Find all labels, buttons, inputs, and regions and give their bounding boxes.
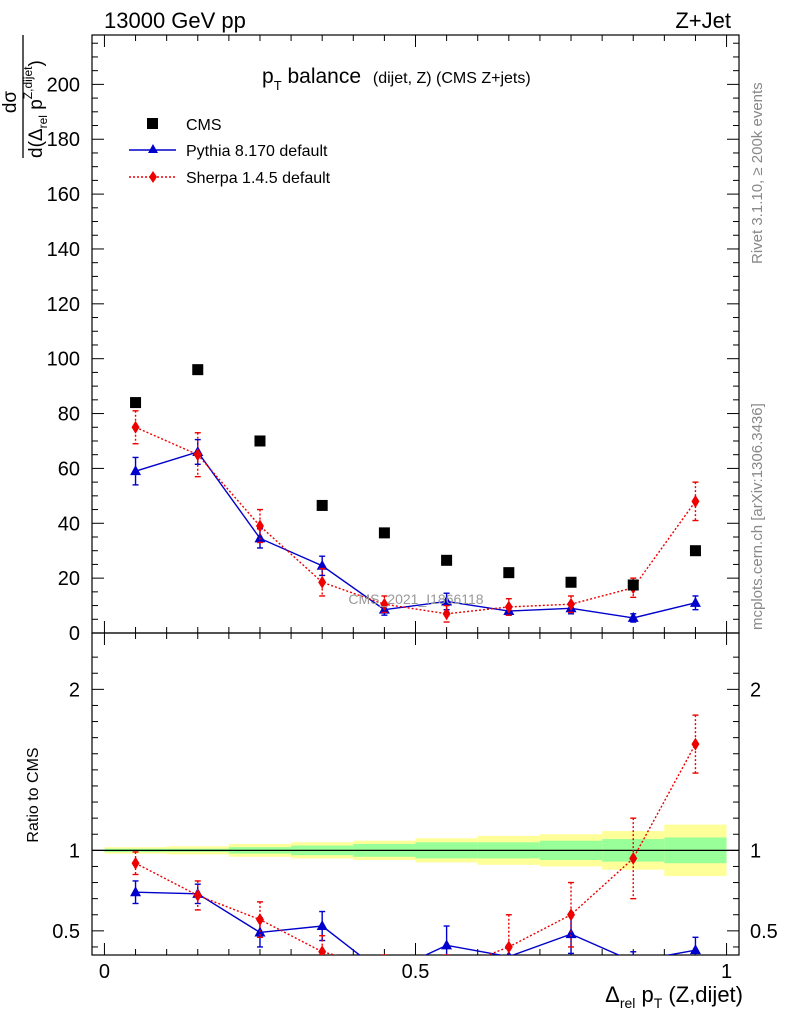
ratio-pythia-point [565,928,577,939]
main-pythia-point [441,595,453,606]
main-sherpa-point [255,519,264,533]
main-cms-point [565,576,577,588]
ratio-pythia-line [135,891,696,955]
main-cms-point [316,499,328,511]
tick-labels: 0 0.5 1 0 20 40 60 80 100 120 140 160 180 200 0.5 0.5 1 1… [47,74,778,983]
title-detail: (dijet, Z) (CMS Z+jets) [373,70,531,87]
y-tick-label: 40 [58,513,80,535]
ratio-pythia-point [316,920,328,931]
ratio-pythia-point [379,968,390,978]
legend-label-pythia: Pythia 8.170 default [186,143,328,160]
main-sherpa-point [318,575,327,589]
ratio-plot-border [91,632,740,956]
ratio-sherpa-point [131,856,140,870]
y-tick-label: 60 [58,458,80,480]
ratio-sherpa-point [567,908,576,922]
main-cms-point [441,554,453,566]
ratio-y-tick-label-right: 0.5 [750,921,778,943]
main-cms-point [503,567,515,579]
y-tick-label: 160 [47,184,80,206]
plot-title: pT balance (dijet, Z) (CMS Z+jets) [262,65,531,93]
ratio-sherpa-point [255,913,264,927]
ratio-sherpa-point [193,888,202,902]
process-label: 13000 GeV pp [104,8,246,33]
y-tick-label: 80 [58,404,80,426]
x-axis-label: Δrel pT (Z,dijet) [605,982,743,1011]
ratio-y-tick-label-right: 2 [750,679,761,701]
main-pythia-point [689,596,701,607]
legend-label-cms: CMS [186,117,222,134]
main-cms-point [254,435,266,447]
main-pythia-point [316,559,328,570]
main-cms-point [378,527,390,539]
y-tick-label: 200 [47,74,80,96]
main-y-axis-label: dσ d(Δrel pZ,dijet) [0,35,50,158]
ratio-sherpa-point [629,851,638,865]
legend-marker-sherpa [149,171,157,183]
main-sherpa-point [442,607,451,621]
legend-marker-cms [147,118,158,129]
ratio-sherpa-point [504,940,513,954]
main-plot-series [130,364,701,623]
main-pythia-line [135,451,696,619]
ratio-y-tick-label: 2 [69,679,80,701]
x-tick-label: 1 [721,961,732,983]
y-tick-label: 0 [69,623,80,645]
title-sub: T [274,78,282,93]
y-tick-label: 140 [47,239,80,261]
main-sherpa-point [380,597,389,611]
y-tick-label: 20 [58,568,80,590]
y-tick-label: 120 [47,294,80,316]
ylabel-denominator: d(Δrel pZ,dijet) [21,60,50,158]
main-cms-point [627,579,639,591]
main-pythia-point [254,532,266,543]
main-cms-point [192,364,204,376]
legend-marker-pythia [148,144,158,153]
ratio-pythia-point [130,886,142,897]
legend: CMS Pythia 8.170 default Sherpa 1.4.5 de… [129,117,331,187]
ratio-sherpa-line [135,743,697,955]
main-cms-point [689,545,701,557]
main-cms-point [130,397,142,409]
ratio-pythia-point [628,955,639,965]
ratio-sherpa-point [691,737,700,751]
main-sherpa-point [567,597,576,611]
main-sherpa-point [504,600,513,614]
ratio-plot-series [130,714,701,978]
analysis-label: Z+Jet [675,8,731,33]
ylabel-numerator: dσ [0,91,21,114]
x-tick-label: 0 [99,961,110,983]
ratio-y-tick-label: 0.5 [52,921,80,943]
main-sherpa-point [691,494,700,508]
legend-label-sherpa: Sherpa 1.4.5 default [186,170,331,187]
ratio-sherpa-point [318,945,327,955]
title-rest: balance [282,65,361,88]
main-pythia-point [627,611,639,622]
main-sherpa-point [193,448,202,462]
main-pythia-point [130,465,142,476]
ratio-sherpa-point [380,961,388,974]
ratio-y-axis-label: Ratio to CMS [25,747,42,842]
title-main: p [262,65,274,88]
main-sherpa-line [135,426,697,615]
ratio-sherpa-point [443,965,451,978]
ratio-pythia-point [689,944,701,955]
rivet-version-label: Rivet 3.1.10, ≥ 200k events [749,82,766,264]
analysis-watermark: CMS_2021_I1866118 [348,591,483,607]
main-sherpa-point [131,420,140,434]
ratio-pythia-point [441,939,453,950]
mcplots-reference-label: mcplots.cern.ch [arXiv:1306.3436] [749,403,766,630]
y-tick-label: 100 [47,349,80,371]
x-tick-label: 0.5 [402,961,430,983]
ratio-y-tick-label: 1 [69,840,80,862]
ratio-y-tick-label-right: 1 [750,840,761,862]
y-tick-label: 180 [47,129,80,151]
ratio-plot-frame [91,632,740,956]
